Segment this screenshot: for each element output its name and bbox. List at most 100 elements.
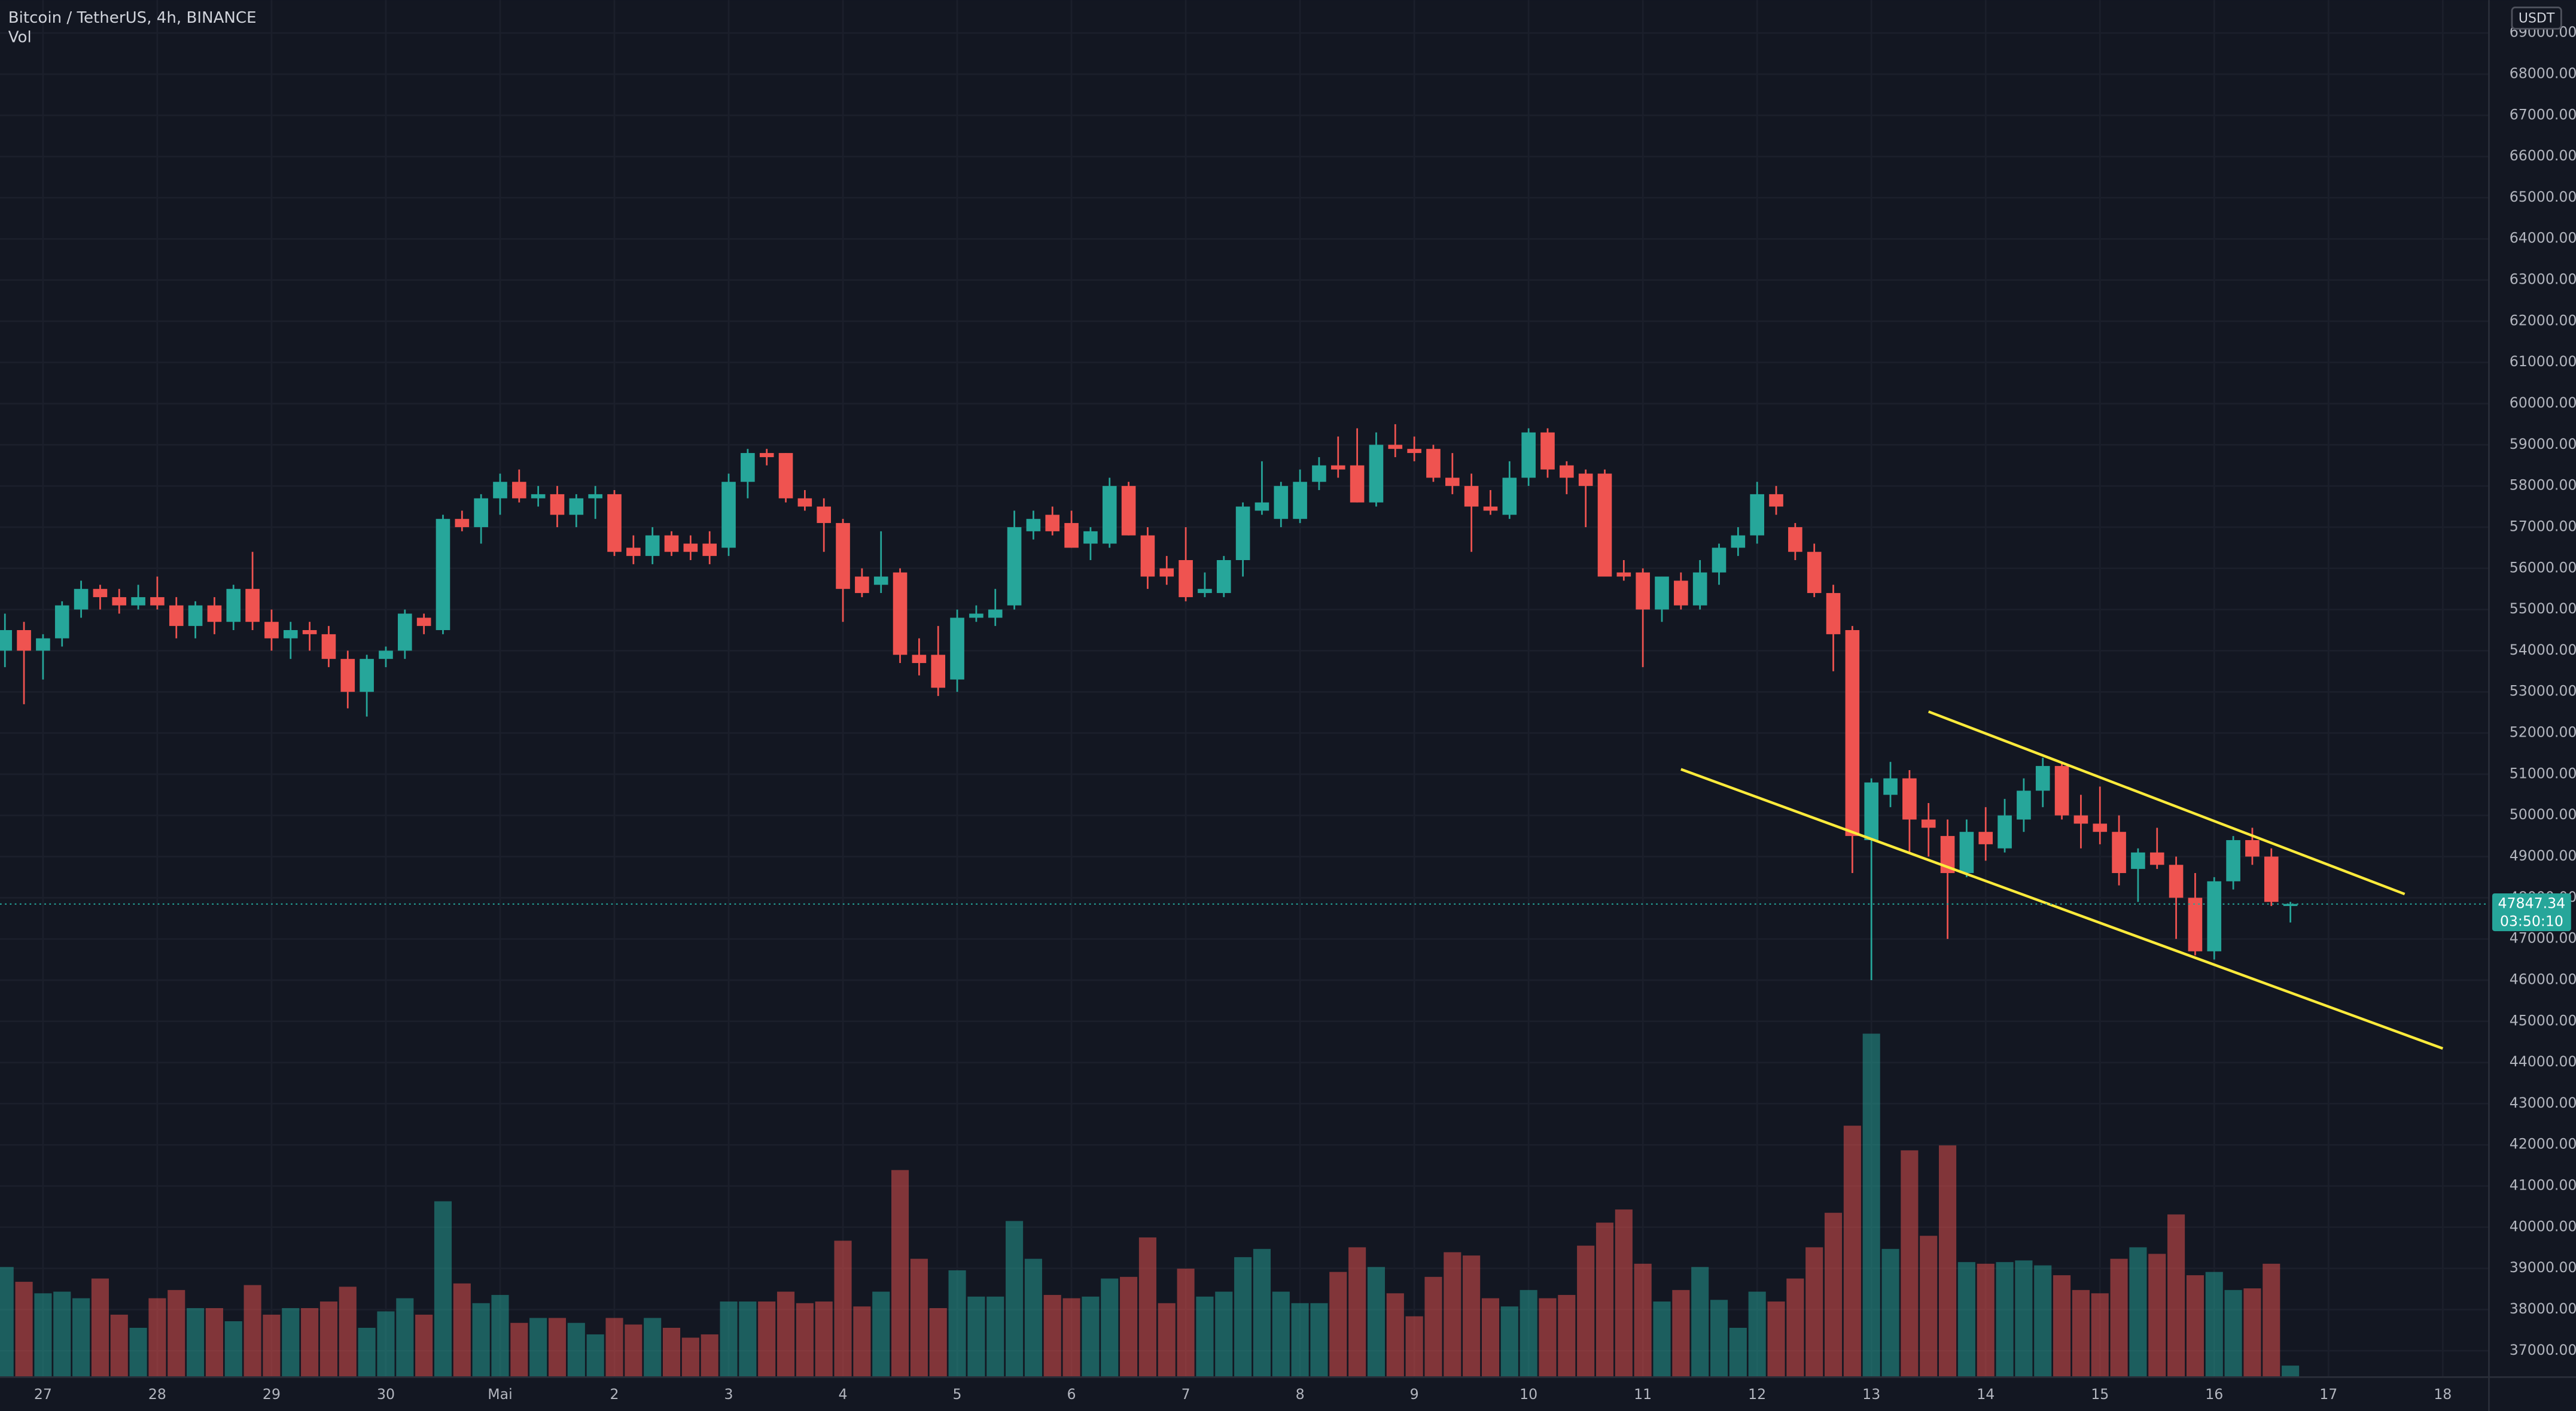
volume-bar (1520, 1290, 1537, 1377)
volume-bar (1253, 1249, 1271, 1377)
volume-bar (2034, 1265, 2052, 1377)
volume-bar (662, 1327, 681, 1377)
countdown: 03:50:10 (2500, 913, 2563, 930)
currency: USDT (2519, 11, 2555, 26)
volume-bar (1901, 1150, 1919, 1377)
x-tick-label: Mai (488, 1386, 512, 1403)
y-tick-label: 68000.00 (2510, 65, 2576, 81)
volume-bar (1710, 1300, 1728, 1377)
x-tick-label: 18 (2434, 1386, 2452, 1403)
volume-bar (1177, 1269, 1195, 1377)
candle-body (1445, 478, 1460, 486)
y-tick-label: 44000.00 (2510, 1053, 2576, 1070)
volume-bar (1463, 1255, 1481, 1377)
candles (0, 424, 2298, 980)
candle-body (1274, 486, 1289, 519)
volume-bar (1062, 1298, 1080, 1377)
volume-bar (586, 1334, 604, 1377)
x-tick-label: 16 (2205, 1386, 2223, 1403)
candle-body (1483, 506, 1498, 511)
candle-body (1921, 819, 1936, 828)
volume-bar (434, 1201, 452, 1377)
volume-bar (2263, 1263, 2280, 1377)
volume-bar (1920, 1236, 1938, 1377)
volume-bar (91, 1278, 109, 1377)
volume-bar (15, 1282, 33, 1377)
volume-bar (1653, 1301, 1671, 1377)
candle-body (1712, 548, 1727, 573)
volume-bar (567, 1322, 585, 1377)
volume-bar (2110, 1258, 2128, 1377)
volume-bar (758, 1301, 776, 1377)
trendline (1680, 768, 2444, 1050)
volume-bar (1367, 1267, 1386, 1377)
y-tick-label: 63000.00 (2510, 271, 2576, 288)
volume-bar (1805, 1247, 1823, 1377)
candle-body (1521, 432, 1536, 478)
candle-body (1998, 815, 2012, 849)
volume-bar (1595, 1223, 1614, 1377)
candle-body (1769, 494, 1783, 507)
candle-body (1731, 535, 1746, 548)
candle-body (797, 498, 812, 507)
y-tick-label: 40000.00 (2510, 1218, 2576, 1234)
candle-body (1083, 531, 1098, 544)
candle-body (321, 634, 336, 659)
volume-bar (2129, 1247, 2147, 1377)
volume-bar (2053, 1275, 2071, 1377)
volume-bar (1234, 1257, 1252, 1377)
candle-body (1045, 515, 1060, 531)
volume-bar (1006, 1221, 1024, 1377)
candle-body (1883, 778, 1898, 795)
volume-bar (1500, 1306, 1518, 1377)
candle-body (54, 605, 69, 638)
volume-bar (1196, 1296, 1214, 1377)
y-tick-label: 54000.00 (2510, 641, 2576, 658)
last-price: 47847.34 (2498, 895, 2566, 911)
volume-bar (319, 1301, 338, 1377)
x-tick-label: 5 (953, 1386, 962, 1403)
candle-body (1845, 630, 1860, 837)
volume-bar (986, 1296, 1004, 1377)
candle-body (1464, 486, 1479, 507)
y-tick-label: 60000.00 (2510, 394, 2576, 411)
volume-bar (2186, 1275, 2204, 1377)
candle-body (912, 655, 927, 664)
volume-bar (205, 1308, 223, 1377)
volume-bar (1444, 1252, 1461, 1377)
candle-body (988, 609, 1003, 618)
volume-bar (53, 1291, 71, 1377)
trendline (1928, 710, 2406, 896)
volume-bar (720, 1301, 738, 1377)
candle-body (817, 506, 832, 524)
candle-body (1235, 506, 1250, 561)
candle-body (1788, 527, 1802, 552)
volume-bar (796, 1303, 814, 1377)
x-tick-label: 17 (2319, 1386, 2337, 1403)
candle-body (1426, 449, 1441, 478)
volume-bar (1938, 1145, 1957, 1377)
x-tick-label: 28 (148, 1386, 166, 1403)
volume-bar (110, 1315, 128, 1377)
candle-body (36, 638, 50, 651)
candle-body (1826, 593, 1841, 634)
volume-bar (625, 1324, 643, 1377)
candle-body (416, 618, 431, 627)
candle-body (873, 576, 888, 585)
x-tick-label: 3 (724, 1386, 733, 1403)
volume-bar (1310, 1303, 1328, 1377)
x-tick-label: 29 (263, 1386, 281, 1403)
x-tick-label: 7 (1182, 1386, 1190, 1403)
candle-body (2073, 815, 2088, 824)
y-tick-label: 49000.00 (2510, 847, 2576, 864)
candle-body (1369, 445, 1384, 503)
volume-bar (358, 1327, 376, 1377)
y-tick-label: 45000.00 (2510, 1012, 2576, 1029)
candle-body (1560, 465, 1574, 478)
volume-bar (2167, 1214, 2185, 1377)
volume-bar (2224, 1290, 2242, 1377)
volume-bar (1881, 1249, 1899, 1377)
volume-bar (1996, 1262, 2014, 1377)
x-tick-label: 4 (839, 1386, 848, 1403)
